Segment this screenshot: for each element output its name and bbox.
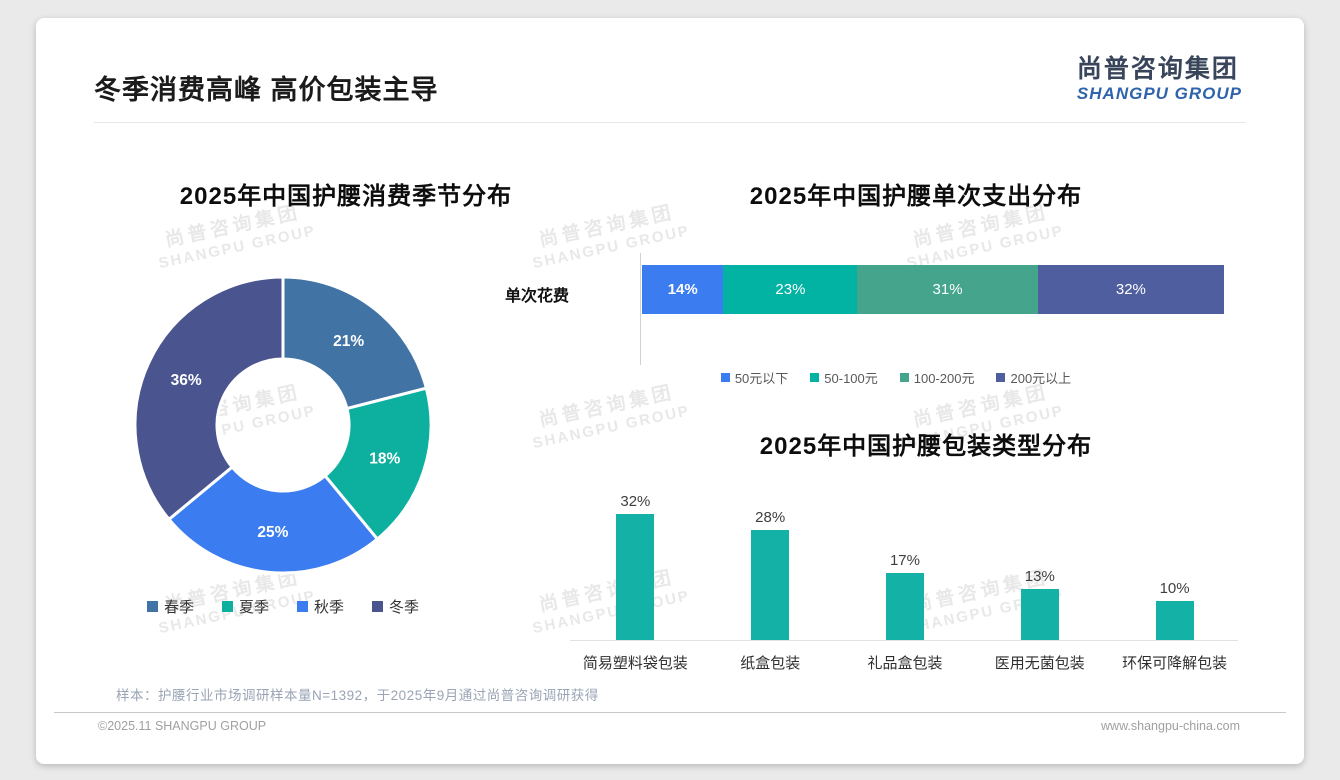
- legend-item: 夏季: [221, 596, 269, 617]
- season-legend: 春季 夏季 秋季 冬季: [83, 596, 483, 617]
- logo-text-en: SHANGPU GROUP: [1076, 83, 1242, 103]
- stacked-segment-50-100元: 23%: [723, 265, 858, 314]
- bar-category-label: 简易塑料袋包装: [582, 655, 688, 672]
- donut-slice-秋季: [166, 464, 380, 575]
- season-chart-title: 2025年中国护腰消费季节分布: [179, 183, 513, 210]
- sample-note: 样本：护腰行业市场调研样本量N=1392，于2025年9月通过尚普咨询调研获得: [116, 688, 599, 703]
- legend-marker-icon: [720, 373, 730, 382]
- legend-item: 50-100元: [810, 368, 878, 387]
- legend-marker-icon: [899, 373, 909, 382]
- packaging-axis-line: [570, 640, 1238, 641]
- bar-column: 32%: [568, 493, 703, 640]
- page-title: 冬季消费高峰 高价包装主导: [94, 75, 439, 105]
- footer-copyright: ©2025.11 SHANGPU GROUP: [98, 719, 267, 733]
- bar-value-label: 28%: [755, 509, 786, 526]
- legend-label: 夏季: [238, 599, 269, 616]
- logo-text-cn: 尚普咨询集团: [1076, 55, 1239, 83]
- legend-marker-icon: [810, 373, 820, 382]
- donut-slice-label: 21%: [333, 333, 364, 350]
- bar-category-label: 礼品盒包装: [867, 655, 943, 672]
- bar-column: 10%: [1107, 580, 1242, 640]
- legend-label: 春季: [163, 599, 194, 616]
- legend-label: 50元以下: [734, 371, 789, 386]
- donut-slice-label: 25%: [257, 524, 288, 541]
- legend-label: 50-100元: [824, 371, 878, 386]
- legend-marker-icon: [996, 373, 1006, 382]
- packaging-chart-title: 2025年中国护腰包装类型分布: [759, 433, 1093, 460]
- spend-stacked-bar: 14% 23% 31% 32%: [642, 265, 1224, 314]
- company-logo: 尚普咨询集团 SHANGPU GROUP: [1076, 55, 1242, 104]
- bar-value-label: 17%: [889, 552, 920, 569]
- stacked-segment-100-200元: 31%: [857, 265, 1038, 314]
- packaging-category-labels: 简易塑料袋包装 纸盒包装 礼品盒包装 医用无菌包装 环保可降解包装: [568, 652, 1242, 673]
- bar-环保可降解包装: [1155, 601, 1194, 640]
- legend-item: 秋季: [297, 596, 344, 617]
- packaging-bar-plot: 32% 28% 17% 13% 10%: [568, 490, 1242, 640]
- legend-item: 200元以上: [996, 368, 1071, 387]
- legend-marker-icon: [221, 601, 233, 612]
- bar-value-label: 13%: [1024, 568, 1055, 585]
- legend-marker-icon: [372, 601, 384, 612]
- bar-column: 28%: [703, 509, 838, 640]
- stacked-segment-50元以下: 14%: [642, 265, 724, 314]
- stacked-segment-200元以上: 32%: [1037, 265, 1224, 314]
- bar-category-label: 环保可降解包装: [1122, 655, 1228, 672]
- donut-slice-label: 36%: [171, 372, 202, 389]
- slide-card: 尚普咨询集团 SHANGPU GROUP 尚普咨询集团 SHANGPU GROUP 尚普…: [36, 18, 1304, 764]
- bar-简易塑料袋包装: [616, 514, 655, 640]
- bar-礼品盒包装: [885, 573, 924, 640]
- legend-marker-icon: [146, 601, 158, 612]
- spend-row-label: 单次花费: [505, 288, 570, 305]
- bar-纸盒包装: [751, 530, 790, 640]
- donut-slice-冬季: [133, 275, 285, 522]
- bar-column: 13%: [972, 568, 1107, 640]
- spend-chart-title: 2025年中国护腰单次支出分布: [749, 183, 1083, 210]
- bar-column: 17%: [838, 552, 973, 640]
- donut-slice-夏季: [322, 386, 433, 542]
- legend-item: 春季: [146, 596, 194, 617]
- legend-label: 100-200元: [913, 371, 975, 386]
- header-divider: [94, 122, 1246, 123]
- bar-value-label: 10%: [1159, 580, 1190, 597]
- legend-label: 冬季: [389, 599, 420, 616]
- spend-axis-line: [640, 253, 641, 365]
- bar-category-label: 纸盒包装: [740, 655, 801, 672]
- legend-label: 秋季: [314, 599, 345, 616]
- footer-website: www.shangpu-china.com: [1101, 719, 1240, 733]
- spend-legend: 50元以下 50-100元 100-200元 200元以上: [596, 368, 1196, 387]
- donut-slice-春季: [281, 275, 429, 411]
- bar-value-label: 32%: [620, 493, 651, 510]
- donut-slice-label: 18%: [369, 451, 400, 468]
- footer-divider: [54, 712, 1286, 713]
- legend-item: 100-200元: [899, 368, 975, 387]
- bar-category-label: 医用无菌包装: [994, 655, 1085, 672]
- legend-item: 冬季: [372, 596, 419, 617]
- legend-marker-icon: [297, 601, 308, 612]
- legend-label: 200元以上: [1010, 371, 1072, 386]
- legend-item: 50元以下: [720, 368, 789, 387]
- bar-医用无菌包装: [1020, 589, 1059, 640]
- season-donut-chart: 21% 18% 25% 36%: [133, 275, 433, 575]
